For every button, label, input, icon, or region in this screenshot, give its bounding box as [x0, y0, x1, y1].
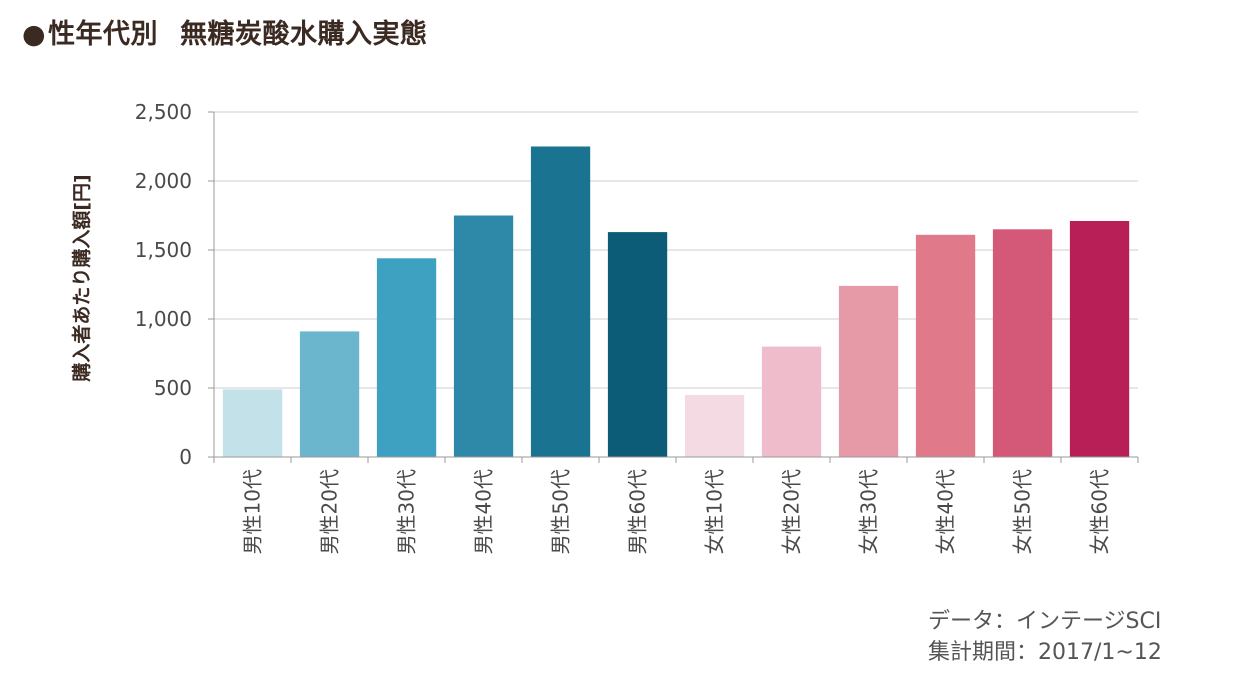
bar: [453, 215, 514, 457]
footer-notes: データ：インテージSCI 集計期間：2017/1~12: [928, 606, 1162, 668]
x-tick-label: 女性40代: [934, 469, 958, 554]
data-source: データ：インテージSCI: [928, 609, 1162, 634]
title-bullet: ●: [22, 19, 47, 50]
title-part2: 無糖炭酸水購入実態: [180, 19, 428, 50]
axes: [208, 111, 1139, 463]
x-tick-label: 男性50代: [549, 469, 573, 554]
bars: [222, 146, 1130, 457]
title-part1: 性年代別: [48, 19, 159, 50]
y-tick-labels: 0 500 1,000 1,500 2,000 2,500: [135, 100, 192, 469]
x-tick-label: 男性30代: [395, 469, 419, 554]
x-tick-label: 男性20代: [318, 469, 342, 554]
page-title: ●性年代別 無糖炭酸水購入実態: [22, 12, 428, 51]
bar: [761, 346, 822, 457]
x-tick-label: 男性40代: [472, 469, 496, 554]
bar: [222, 389, 283, 457]
x-tick-label: 女性10代: [703, 469, 727, 554]
bar: [684, 394, 745, 457]
y-tick-label: 1,000: [135, 307, 192, 331]
y-tick-label: 1,500: [135, 238, 192, 262]
bar: [992, 229, 1053, 457]
x-tick-label: 男性60代: [626, 469, 650, 554]
x-tick-label: 女性50代: [1011, 469, 1035, 554]
bar: [1069, 221, 1130, 457]
bar: [838, 285, 899, 457]
bar: [299, 331, 360, 457]
y-axis-label: 購入者あたり購入額[円]: [70, 174, 93, 381]
bar: [915, 234, 976, 457]
y-tick-label: 2,500: [135, 100, 192, 124]
gridlines: [214, 111, 1138, 389]
aggregation-period: 集計期間：2017/1~12: [928, 640, 1162, 665]
y-tick-label: 0: [179, 445, 192, 469]
x-tick-label: 女性60代: [1088, 469, 1112, 554]
bar: [376, 258, 437, 457]
x-tick-label: 女性20代: [780, 469, 804, 554]
x-tick-label: 男性10代: [241, 469, 265, 554]
bar-chart: 0 500 1,000 1,500 2,000 2,500 男性10代 男性20代 男性30代…: [70, 100, 1139, 554]
bar: [530, 146, 591, 457]
bar: [607, 232, 668, 457]
x-tick-labels: 男性10代 男性20代 男性30代 男性40代 男性50代 男性60代 女性10代 女性20代…: [241, 469, 1112, 554]
y-tick-label: 500: [154, 376, 192, 400]
y-tick-label: 2,000: [135, 169, 192, 193]
x-tick-label: 女性30代: [857, 469, 881, 554]
